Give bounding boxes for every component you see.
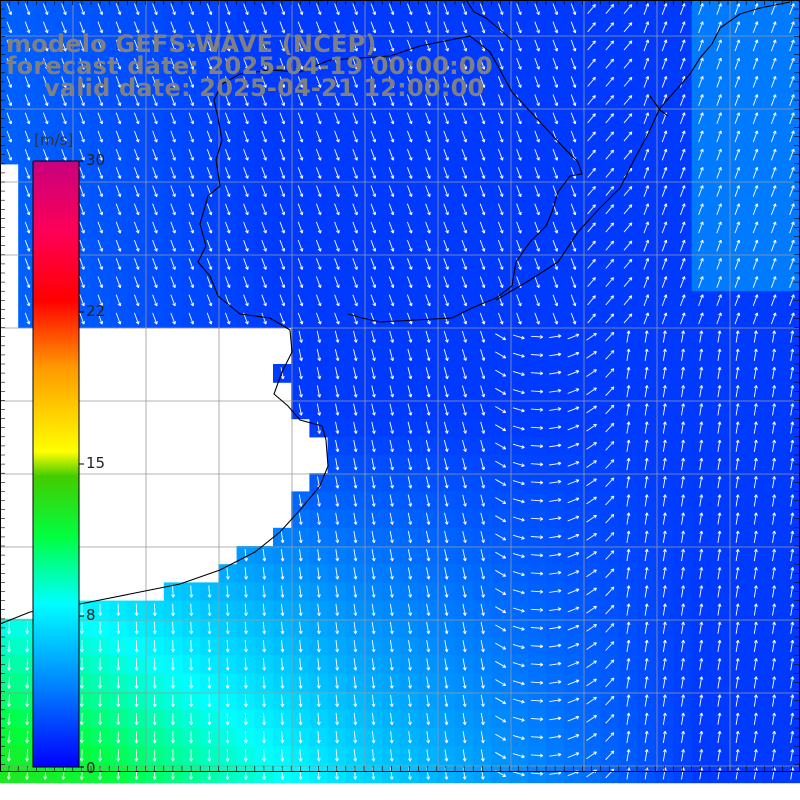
colorbar-tick-8: 8 <box>86 606 96 624</box>
colorbar <box>32 160 80 768</box>
colorbar-tick-0: 0 <box>86 759 96 777</box>
colorbar-unit: [m/s] <box>34 131 74 149</box>
colorbar-tick-15: 15 <box>86 454 106 472</box>
colorbar-tick-30: 30 <box>86 151 106 169</box>
valid-date: valid date: 2025-04-21 12:00:00 <box>44 74 485 102</box>
colorbar-tick-22: 22 <box>86 302 106 320</box>
